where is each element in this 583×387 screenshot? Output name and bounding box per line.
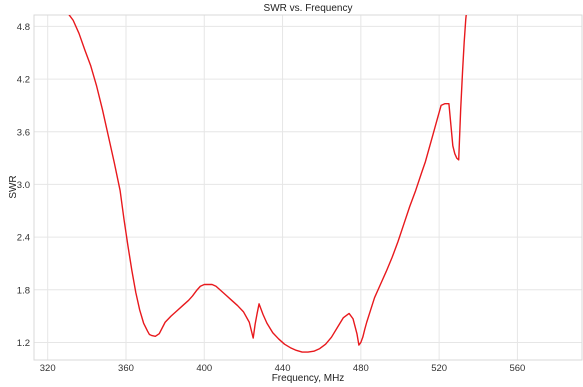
x-tick-label: 480 xyxy=(353,363,369,374)
y-tick-label: 4.2 xyxy=(17,75,30,86)
swr-series-line xyxy=(68,15,467,353)
x-tick-label: 520 xyxy=(431,363,447,374)
y-axis-ticks: 1.2 1.8 2.4 3.0 3.6 4.2 4.8 xyxy=(17,22,30,349)
x-axis-label: Frequency, MHz xyxy=(272,373,345,384)
x-axis-ticks: 320 360 400 440 480 520 560 xyxy=(40,363,526,374)
x-tick-label: 560 xyxy=(509,363,525,374)
y-tick-label: 1.8 xyxy=(17,285,30,296)
y-tick-label: 1.2 xyxy=(17,338,30,349)
x-tick-label: 360 xyxy=(118,363,134,374)
x-tick-label: 320 xyxy=(40,363,56,374)
grid xyxy=(34,15,582,360)
chart-title: SWR vs. Frequency xyxy=(264,3,353,14)
series-layer xyxy=(68,15,467,353)
y-axis-label: SWR xyxy=(8,175,19,198)
x-tick-label: 400 xyxy=(196,363,212,374)
x-tick-label: 440 xyxy=(275,363,291,374)
y-tick-label: 3.6 xyxy=(17,127,30,138)
y-tick-label: 3.0 xyxy=(17,180,30,191)
y-tick-label: 2.4 xyxy=(17,233,30,244)
y-tick-label: 4.8 xyxy=(17,22,30,33)
plot-frame xyxy=(33,14,583,361)
